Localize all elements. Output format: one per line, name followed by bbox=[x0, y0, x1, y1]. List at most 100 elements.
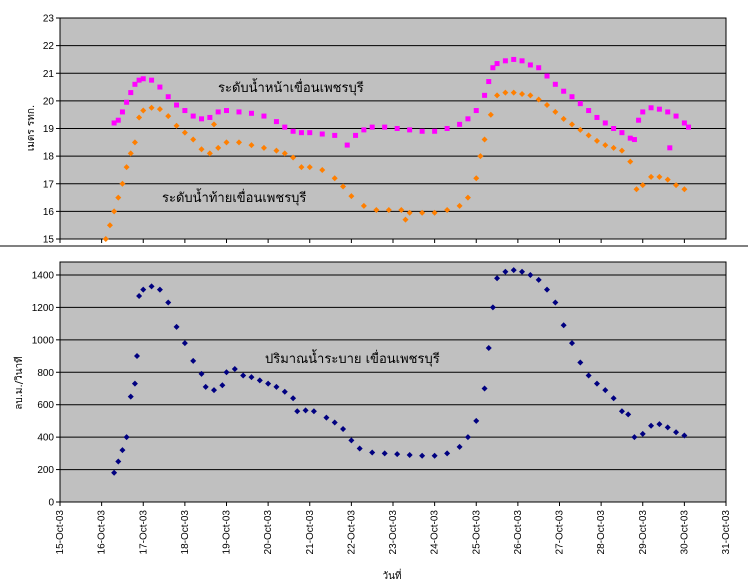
water-level-gridlines bbox=[60, 17, 726, 240]
upstream-level-point bbox=[115, 117, 121, 123]
downstream-level-point bbox=[481, 136, 488, 143]
discharge-point bbox=[502, 268, 509, 275]
date-tick-label: 26-Oct-03 bbox=[513, 510, 524, 555]
upstream-level-point bbox=[344, 142, 350, 148]
discharge-point bbox=[552, 299, 559, 306]
downstream-level-point bbox=[552, 108, 559, 115]
discharge-y-tick-label: 600 bbox=[37, 400, 54, 411]
discharge-point bbox=[577, 359, 584, 366]
upstream-level-point bbox=[502, 58, 508, 64]
discharge-point bbox=[148, 283, 155, 290]
downstream-level-series bbox=[102, 89, 688, 242]
upstream-level-point bbox=[444, 126, 450, 131]
discharge-point bbox=[340, 426, 347, 433]
downstream-level-point bbox=[456, 202, 463, 209]
discharge-point bbox=[190, 357, 197, 364]
downstream-level-point bbox=[681, 186, 688, 193]
discharge-point bbox=[625, 411, 632, 418]
discharge-point bbox=[256, 377, 263, 384]
discharge-point bbox=[223, 369, 230, 376]
discharge-point bbox=[181, 340, 188, 347]
upstream-level-point bbox=[611, 126, 617, 131]
discharge-point bbox=[431, 452, 438, 459]
discharge-point bbox=[302, 407, 309, 414]
downstream-level-point bbox=[577, 126, 584, 133]
discharge-point bbox=[273, 383, 280, 390]
discharge-point bbox=[593, 380, 600, 387]
water-level-y-tick-label: 22 bbox=[43, 41, 55, 52]
discharge-point bbox=[381, 450, 388, 457]
water-level-y-axis-label: เมตร รทก. bbox=[26, 105, 37, 151]
date-tick-label: 29-Oct-03 bbox=[638, 510, 649, 555]
discharge-point bbox=[290, 395, 297, 402]
date-tick-label: 23-Oct-03 bbox=[388, 510, 399, 555]
downstream-level-point bbox=[627, 158, 634, 165]
discharge-point bbox=[673, 429, 680, 436]
upstream-level-annotation: ระดับน้ำหน้าเขื่อนเพชรบุรี bbox=[218, 78, 364, 96]
discharge-point bbox=[406, 451, 413, 458]
downstream-level-point bbox=[211, 121, 218, 128]
upstream-level-point bbox=[619, 130, 625, 136]
discharge-point bbox=[560, 322, 567, 329]
upstream-level-point bbox=[215, 109, 221, 115]
upstream-level-point bbox=[640, 109, 646, 115]
downstream-level-point bbox=[340, 183, 347, 190]
upstream-level-point bbox=[552, 81, 558, 87]
upstream-level-point bbox=[473, 108, 479, 114]
discharge-point bbox=[648, 422, 655, 429]
upstream-level-point bbox=[119, 109, 125, 115]
discharge-point bbox=[602, 387, 609, 394]
upstream-level-point bbox=[656, 106, 662, 112]
downstream-level-point bbox=[398, 206, 405, 213]
discharge-plot-area bbox=[59, 261, 727, 503]
downstream-level-point bbox=[136, 114, 143, 121]
downstream-level-point bbox=[494, 92, 501, 99]
water-level-series bbox=[102, 56, 692, 242]
discharge-point bbox=[219, 382, 226, 389]
upstream-level-point bbox=[544, 73, 550, 79]
downstream-level-point bbox=[360, 202, 367, 209]
downstream-level-point bbox=[656, 173, 663, 180]
date-tick-label: 21-Oct-03 bbox=[305, 510, 316, 555]
downstream-level-point bbox=[593, 137, 600, 144]
downstream-level-point bbox=[610, 144, 617, 151]
downstream-level-point bbox=[633, 186, 640, 193]
date-tick-label: 27-Oct-03 bbox=[555, 510, 566, 555]
discharge-x-ticks: 15-Oct-03 16-Oct-03 17-Oct-03 18-Oct-03 19-O… bbox=[55, 502, 732, 554]
discharge-point bbox=[481, 385, 488, 392]
upstream-level-point bbox=[382, 124, 388, 130]
discharge-point bbox=[331, 419, 338, 426]
upstream-level-point bbox=[519, 58, 525, 64]
upstream-level-point bbox=[190, 113, 196, 119]
upstream-level-point bbox=[686, 124, 692, 130]
upstream-level-point bbox=[298, 130, 304, 136]
downstream-level-point bbox=[298, 164, 305, 171]
downstream-level-point bbox=[487, 111, 494, 118]
upstream-level-point bbox=[124, 99, 130, 105]
discharge-point bbox=[585, 372, 592, 379]
discharge-point bbox=[456, 443, 463, 450]
date-tick-label: 25-Oct-03 bbox=[471, 510, 482, 555]
discharge-point bbox=[394, 451, 401, 458]
downstream-level-point bbox=[373, 206, 380, 213]
upstream-level-point bbox=[165, 94, 171, 100]
discharge-annotation: ปริมาณน้ำระบาย เขื่อนเพชรบุรี bbox=[265, 349, 440, 367]
upstream-level-point bbox=[627, 135, 633, 141]
discharge-point bbox=[519, 268, 526, 275]
date-tick-label: 22-Oct-03 bbox=[346, 510, 357, 555]
discharge-point bbox=[140, 286, 147, 293]
water-level-y-tick-label: 20 bbox=[43, 96, 55, 107]
upstream-level-point bbox=[407, 127, 413, 133]
downstream-level-point bbox=[198, 146, 205, 153]
discharge-point bbox=[115, 458, 122, 465]
upstream-level-point bbox=[140, 76, 146, 82]
discharge-point bbox=[489, 304, 496, 311]
discharge-y-axis-label: ลบ.ม./วินาที bbox=[13, 356, 25, 409]
discharge-point bbox=[527, 271, 534, 278]
date-axis-label: วันที่ bbox=[382, 568, 401, 582]
upstream-level-point bbox=[290, 128, 296, 134]
downstream-level-point bbox=[248, 142, 255, 149]
downstream-level-point bbox=[477, 153, 484, 160]
discharge-point bbox=[123, 434, 130, 441]
